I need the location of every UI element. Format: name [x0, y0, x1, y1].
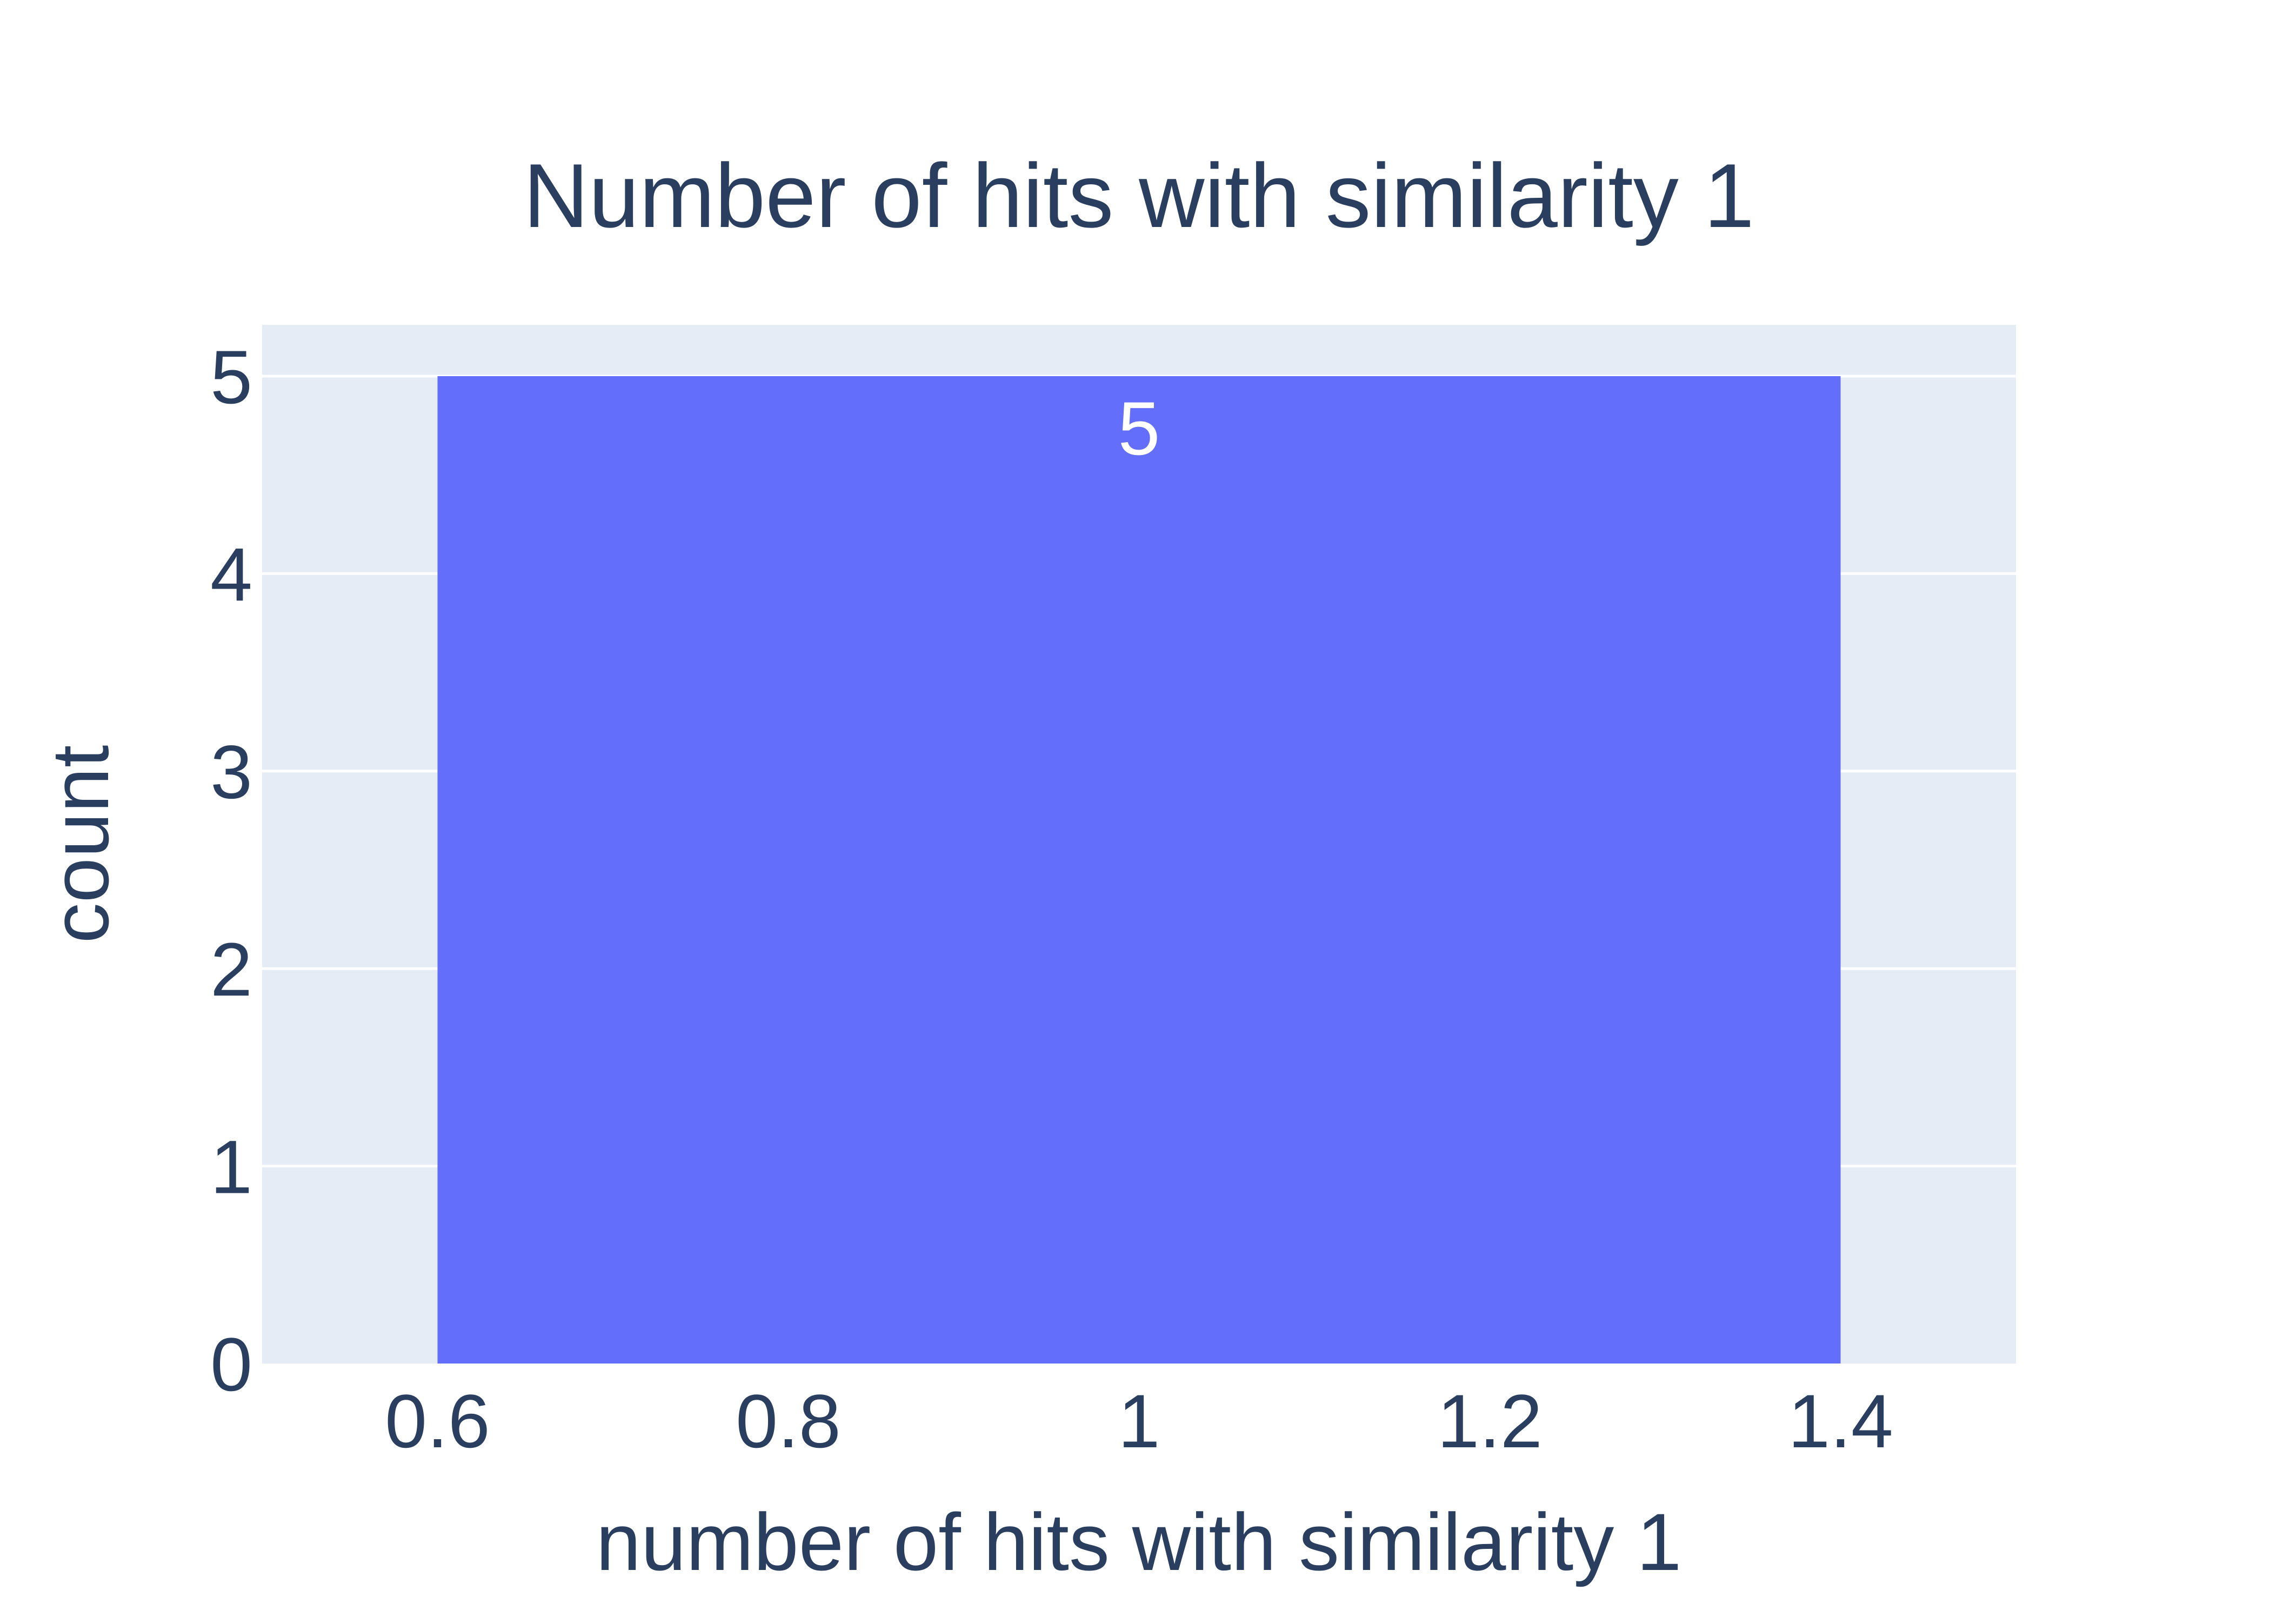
- y-axis-title: count: [35, 745, 125, 944]
- bar-labels: 5: [1118, 386, 1160, 471]
- x-tick-label: 0.8: [736, 1379, 841, 1463]
- y-tick-label: 0: [210, 1322, 252, 1407]
- x-tick-label: 1: [1118, 1379, 1160, 1463]
- y-tick-label: 3: [210, 730, 252, 814]
- x-tick-label: 0.6: [385, 1379, 490, 1463]
- y-tick-label: 5: [210, 335, 252, 419]
- bar-value-label: 5: [1118, 386, 1160, 471]
- x-axis-title: number of hits with similarity 1: [596, 1496, 1682, 1587]
- y-axis-ticks: 0 1 2 3 4 5: [210, 335, 252, 1407]
- y-tick-label: 2: [210, 927, 252, 1012]
- histogram-bar: [437, 376, 1841, 1364]
- y-tick-label: 4: [210, 532, 252, 617]
- y-tick-label: 1: [210, 1125, 252, 1209]
- bars: [437, 376, 1841, 1364]
- x-tick-label: 1.4: [1788, 1379, 1893, 1463]
- x-axis-ticks: 0.6 0.8 1 1.2 1.4: [385, 1379, 1893, 1463]
- chart-title: Number of hits with similarity 1: [523, 145, 1754, 246]
- x-tick-label: 1.2: [1437, 1379, 1543, 1463]
